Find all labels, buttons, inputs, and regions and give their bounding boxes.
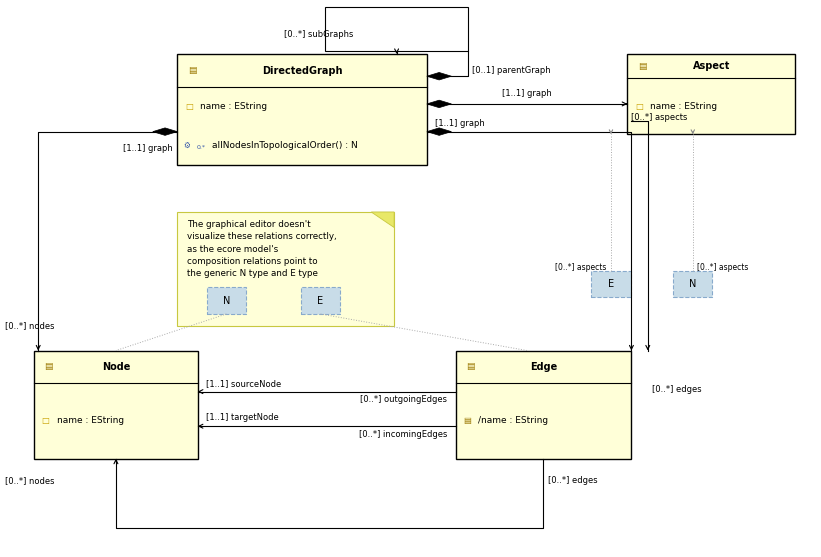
Text: [0..*] nodes: [0..*] nodes	[6, 321, 55, 330]
Text: Aspect: Aspect	[692, 61, 730, 71]
Text: [0..*] aspects: [0..*] aspects	[556, 263, 607, 272]
Text: N: N	[222, 296, 230, 306]
Text: name : EString: name : EString	[650, 102, 718, 111]
Text: ▤: ▤	[638, 62, 646, 71]
Text: [0..*] aspects: [0..*] aspects	[697, 263, 748, 272]
Text: [0..*] nodes: [0..*] nodes	[6, 476, 55, 485]
Polygon shape	[427, 128, 452, 135]
Text: [0..*] edges: [0..*] edges	[652, 385, 701, 394]
Bar	[177, 54, 427, 165]
Text: Edge: Edge	[530, 361, 557, 372]
Text: [0..*] edges: [0..*] edges	[548, 476, 597, 485]
Text: [0..*] outgoingEdges: [0..*] outgoingEdges	[360, 395, 447, 404]
Text: [1..1] graph: [1..1] graph	[435, 119, 484, 128]
Text: □: □	[635, 102, 643, 111]
Text: [0..1] parentGraph: [0..1] parentGraph	[472, 66, 551, 75]
Text: DirectedGraph: DirectedGraph	[262, 66, 342, 76]
Polygon shape	[427, 72, 452, 80]
Bar	[300, 287, 340, 314]
Text: N: N	[689, 279, 696, 289]
Text: name : EString: name : EString	[57, 416, 124, 426]
Text: □: □	[42, 416, 49, 426]
Text: allNodesInTopologicalOrder() : N: allNodesInTopologicalOrder() : N	[212, 141, 357, 150]
Bar	[207, 287, 246, 314]
Text: [1..1] targetNode: [1..1] targetNode	[206, 413, 278, 422]
Bar	[627, 54, 795, 134]
Text: ▤: ▤	[466, 362, 475, 372]
Text: E: E	[608, 279, 614, 289]
Text: [1..1] graph: [1..1] graph	[502, 90, 552, 99]
Text: [0..*] incomingEdges: [0..*] incomingEdges	[359, 430, 447, 439]
Text: name : EString: name : EString	[200, 102, 268, 111]
Bar	[324, 7, 468, 51]
Text: [0..*] subGraphs: [0..*] subGraphs	[284, 30, 353, 39]
Bar	[177, 212, 394, 326]
Text: ▤: ▤	[44, 362, 53, 372]
Text: [0..*] aspects: [0..*] aspects	[631, 113, 688, 123]
Bar	[456, 350, 631, 458]
Text: ▤: ▤	[188, 66, 196, 75]
Text: Node: Node	[102, 361, 130, 372]
Bar	[34, 350, 198, 458]
Text: 0.*: 0.*	[197, 145, 206, 150]
Polygon shape	[153, 128, 177, 135]
Bar	[673, 271, 713, 297]
Polygon shape	[371, 212, 394, 227]
Text: □: □	[185, 102, 193, 111]
Text: [1..1] graph: [1..1] graph	[123, 144, 173, 153]
Text: The graphical editor doesn't
visualize these relations correctly,
as the ecore m: The graphical editor doesn't visualize t…	[187, 221, 337, 278]
Text: /name : EString: /name : EString	[479, 416, 548, 426]
Polygon shape	[427, 100, 452, 108]
Text: ▤: ▤	[463, 416, 471, 426]
Text: [1..1] sourceNode: [1..1] sourceNode	[206, 379, 282, 388]
Text: E: E	[318, 296, 323, 306]
Text: ⚙: ⚙	[184, 141, 190, 150]
Bar	[591, 271, 631, 297]
